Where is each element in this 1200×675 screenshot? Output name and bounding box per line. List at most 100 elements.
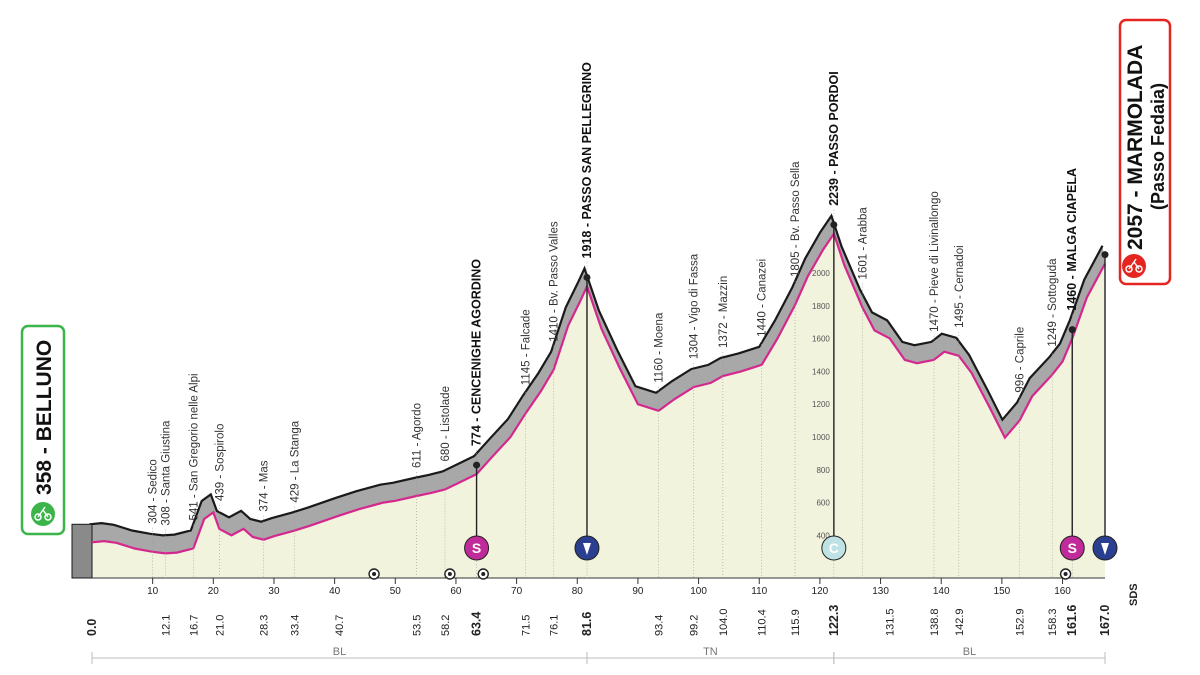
km-label: 161.6	[1065, 605, 1079, 636]
km-label: 81.6	[580, 612, 594, 636]
km-label: 142.9	[954, 608, 966, 636]
distance-tick-label: 60	[450, 586, 462, 597]
altitude-tick-label: 400	[816, 531, 830, 540]
profile-area-group	[71, 213, 1105, 579]
km-label: 76.1	[549, 615, 561, 636]
waypoint-label: 996 - Caprile	[1014, 327, 1026, 393]
feed-zone-icon-core	[1063, 572, 1068, 576]
altitude-tick-label: 1200	[812, 400, 830, 409]
start-wall	[71, 523, 93, 579]
waypoint-label: 1470 - Pieve di Livinallongo	[929, 191, 941, 332]
waypoint-label: 1805 - Bv. Passo Sella	[790, 161, 802, 277]
waypoint-label: 1601 - Arabba	[857, 207, 869, 280]
altitude-tick-label: 1800	[812, 302, 830, 311]
waypoint-label: 1249 - Sottoguda	[1047, 258, 1059, 347]
km-label: 167.0	[1098, 605, 1112, 636]
region-label: TN	[703, 646, 718, 658]
region-label: BL	[963, 646, 976, 658]
km-label: 58.2	[440, 615, 452, 636]
start-badge: 358 - BELLUNO	[20, 324, 66, 536]
km-label: 115.9	[790, 609, 802, 636]
distance-tick-label: 110	[751, 586, 767, 597]
marker-dot	[1068, 326, 1076, 334]
km-label: 152.9	[1014, 608, 1026, 636]
sprint-flag-icon	[582, 543, 591, 555]
marker-dot	[473, 461, 481, 469]
waypoint-label: 1160 - Moena	[654, 312, 666, 383]
altitude-tick-label: 1000	[812, 433, 830, 442]
climb-category-letter: C	[829, 540, 839, 556]
distance-tick-label: 130	[872, 586, 889, 597]
waypoint-label: 308 - Santa Giustina	[160, 420, 172, 525]
region-bar-group: BL TN BL	[91, 646, 1106, 664]
finish-label: 2057 - MARMOLADA	[1124, 45, 1147, 250]
waypoint-label: 680 - Listolade	[440, 386, 452, 461]
distance-tick-label: 70	[511, 586, 523, 597]
km-label: 104.0	[718, 608, 730, 636]
waypoint-label: 439 - Sospirolo	[214, 424, 226, 501]
km-label: 12.1	[160, 615, 172, 636]
bike-icon	[1122, 254, 1146, 278]
waypoint-label: 1460 - MALGA CIAPELA	[1065, 168, 1079, 311]
profile-ridge-line	[89, 213, 1104, 537]
km-label: 131.5	[885, 608, 897, 636]
km-label: 110.4	[757, 609, 769, 636]
km-label: 158.3	[1047, 608, 1059, 636]
distance-axis-group: 0.0 12.1 16.7 21.0 28.3 33.4 40.7 53.5 58.2 63.4 7…	[85, 605, 1112, 636]
km-label: 99.2	[689, 615, 701, 636]
waypoint-label: 1495 - Cernadoi	[954, 245, 966, 327]
altitude-tick-label: 2000	[812, 269, 830, 278]
altitude-tick-label: 1400	[812, 367, 830, 376]
km-label: 53.5	[412, 615, 424, 636]
feed-zone-icon-core	[481, 572, 486, 576]
waypoint-labels-group: 304 - Sedico 308 - Santa Giustina 541 - Sa…	[148, 62, 1079, 578]
start-badge-frame	[20, 324, 66, 536]
waypoint-label: 774 - CENCENIGHE AGORDINO	[470, 259, 484, 446]
climb-category-letter: S	[472, 540, 481, 556]
distance-tick-label: 160	[1054, 586, 1071, 597]
distance-tick-label: 50	[390, 586, 402, 597]
corner-mark: SDS	[1128, 583, 1140, 606]
km-label: 16.7	[188, 615, 200, 636]
distance-tick-label: 90	[632, 586, 644, 597]
distance-tick-label: 100	[690, 586, 707, 597]
climb-category-letter: S	[1068, 540, 1077, 556]
profile-field	[92, 233, 1105, 579]
waypoint-label: 1372 - Mazzin	[718, 276, 730, 348]
altitude-tick-label: 600	[816, 499, 830, 508]
km-label: 21.0	[214, 615, 226, 636]
distance-tick-label: 20	[208, 586, 220, 597]
waypoint-label: 1410 - Bv. Passo Valles	[549, 221, 561, 342]
km-label: 138.8	[929, 608, 941, 636]
km-label: 40.7	[334, 615, 346, 636]
distance-tick-label: 150	[994, 586, 1011, 597]
waypoint-label: 374 - Mas	[259, 460, 271, 511]
distance-tick-label: 30	[268, 586, 280, 597]
region-label: BL	[333, 646, 346, 658]
finish-sublabel: (Passo Fedaia)	[1148, 83, 1168, 210]
waypoint-label: 1918 - PASSO SAN PELLEGRINO	[580, 62, 594, 259]
km-label: 63.4	[470, 612, 484, 636]
waypoint-label: 429 - La Stanga	[290, 420, 302, 502]
km-label: 28.3	[259, 615, 271, 636]
marker-dot	[830, 221, 838, 229]
km-label: 71.5	[521, 615, 533, 636]
distance-tick-label: 140	[933, 586, 950, 597]
distance-tick-label: 80	[572, 586, 584, 597]
distance-tick-label: 120	[812, 586, 829, 597]
finish-badge: 2057 - MARMOLADA (Passo Fedaia)	[1118, 18, 1172, 286]
climb-category-badge	[1059, 535, 1085, 561]
km-label: 33.4	[290, 615, 302, 636]
waypoint-label: 611 - Agordo	[412, 403, 424, 468]
start-label: 358 - BELLUNO	[33, 340, 56, 495]
marker-dot	[583, 273, 591, 281]
altitude-tick-label: 1600	[812, 335, 830, 344]
waypoint-label: 1440 - Canazei	[757, 259, 769, 337]
waypoint-label: 1145 - Falcade	[521, 309, 533, 385]
sprint-flag-icon	[1101, 543, 1109, 555]
climb-category-badge	[464, 535, 490, 561]
waypoint-label: 541 - San Gregorio nelle Alpi	[188, 373, 200, 520]
climb-category-badge	[821, 535, 847, 561]
